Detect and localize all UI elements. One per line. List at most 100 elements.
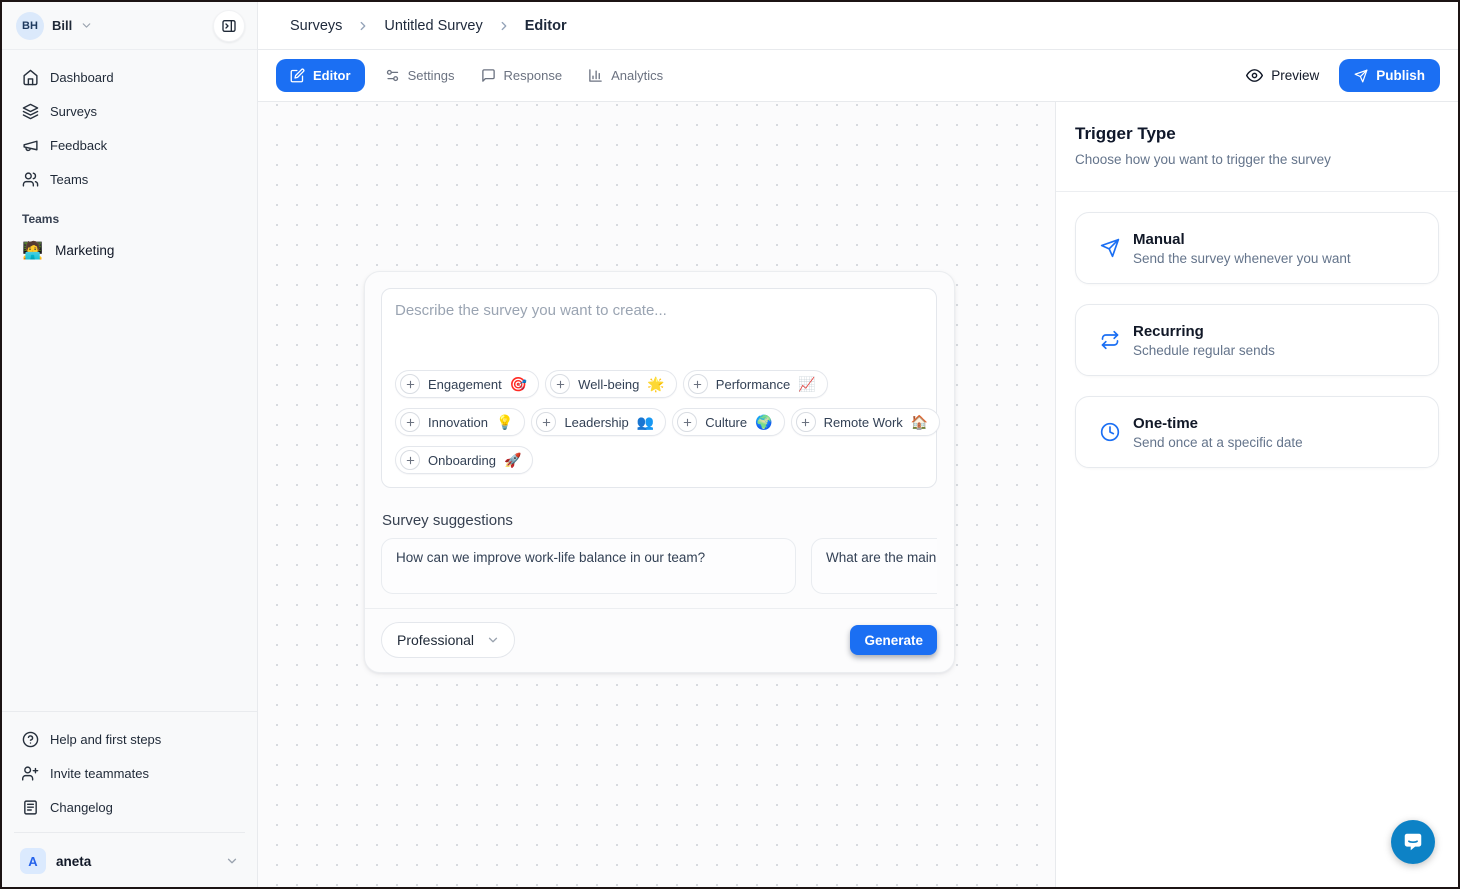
sidebar-item-team-marketing[interactable]: 🧑‍💻 Marketing xyxy=(14,232,245,268)
teams-section-label: Teams xyxy=(22,212,60,226)
account-menu[interactable]: A aneta xyxy=(14,841,245,881)
user-plus-icon xyxy=(22,765,39,782)
plus-icon xyxy=(400,412,420,432)
suggestion-card[interactable]: How can we improve work-life balance in … xyxy=(381,538,796,594)
suggestion-card[interactable]: What are the main ob xyxy=(811,538,937,594)
topic-chip-culture[interactable]: Culture 🌍 xyxy=(672,408,785,436)
edit-icon xyxy=(290,68,305,83)
composer-footer: Professional Generate xyxy=(365,608,954,672)
sidebar-header: BH Bill xyxy=(2,2,257,50)
suggestions-row: How can we improve work-life balance in … xyxy=(381,538,937,594)
users-icon xyxy=(22,171,39,188)
topic-chip-leadership[interactable]: Leadership 👥 xyxy=(531,408,667,436)
plus-icon xyxy=(400,374,420,394)
chevron-right-icon xyxy=(497,19,511,33)
home-icon xyxy=(22,69,39,86)
tab-label: Settings xyxy=(407,68,455,83)
topic-chip-performance[interactable]: Performance 📈 xyxy=(682,370,828,398)
topic-emoji: 🌟 xyxy=(647,376,665,392)
content-row: Describe the survey you want to create..… xyxy=(258,102,1458,887)
tab-settings[interactable]: Settings xyxy=(385,68,455,83)
chat-bubble-icon xyxy=(1402,831,1424,853)
tab-analytics[interactable]: Analytics xyxy=(588,68,663,83)
chevron-down-icon xyxy=(80,19,93,32)
trigger-option-one-time[interactable]: One-time Send once at a specific date xyxy=(1075,396,1439,468)
trigger-option-text: Recurring Schedule regular sends xyxy=(1133,322,1275,358)
chat-launcher-button[interactable] xyxy=(1391,820,1435,864)
preview-button[interactable]: Preview xyxy=(1246,67,1319,84)
topic-chip-engagement[interactable]: Engagement 🎯 xyxy=(395,370,540,398)
sidebar-item-label: Changelog xyxy=(50,799,113,815)
sidebar: BH Bill Dashboard xyxy=(2,2,258,887)
topic-chip-onboarding[interactable]: Onboarding 🚀 xyxy=(395,446,534,474)
changelog-icon xyxy=(22,799,39,816)
layers-icon xyxy=(22,103,39,120)
chevron-down-icon xyxy=(486,633,500,647)
breadcrumb-surveys[interactable]: Surveys xyxy=(290,17,343,34)
survey-prompt-input[interactable]: Describe the survey you want to create..… xyxy=(381,288,941,488)
sliders-icon xyxy=(385,68,400,83)
composer-top: Describe the survey you want to create..… xyxy=(365,272,954,594)
chevron-down-icon xyxy=(225,854,239,868)
survey-composer-panel: Describe the survey you want to create..… xyxy=(364,271,955,673)
sidebar-item-label: Teams xyxy=(50,171,89,187)
send-icon xyxy=(1354,69,1368,83)
tabbar-actions: Preview Publish xyxy=(1246,59,1440,92)
sidebar-item-invite[interactable]: Invite teammates xyxy=(14,756,245,790)
preview-label: Preview xyxy=(1271,68,1320,83)
trigger-type-panel: Trigger Type Choose how you want to trig… xyxy=(1055,102,1458,887)
sidebar-item-dashboard[interactable]: Dashboard xyxy=(14,60,245,94)
repeat-icon xyxy=(1100,330,1120,350)
trigger-option-text: One-time Send once at a specific date xyxy=(1133,414,1303,450)
breadcrumb: Surveys Untitled Survey Editor xyxy=(258,2,1458,50)
topic-chip-innovation[interactable]: Innovation 💡 xyxy=(395,408,526,436)
tab-editor[interactable]: Editor xyxy=(276,59,365,92)
topic-emoji: 🏠 xyxy=(910,414,929,430)
generate-button[interactable]: Generate xyxy=(850,625,937,655)
sidebar-spacer xyxy=(2,268,257,711)
topic-chips: Engagement 🎯 Well-being 🌟 xyxy=(395,370,941,474)
sidebar-item-changelog[interactable]: Changelog xyxy=(14,790,245,824)
chip-row: Engagement 🎯 Well-being 🌟 xyxy=(395,370,923,398)
tone-select[interactable]: Professional xyxy=(381,622,516,658)
workspace-name: Bill xyxy=(52,18,73,33)
sidebar-footer: Help and first steps Invite teammates Ch… xyxy=(2,711,257,824)
plus-icon xyxy=(400,450,420,470)
trigger-option-manual[interactable]: Manual Send the survey whenever you want xyxy=(1075,212,1439,284)
eye-icon xyxy=(1246,67,1264,84)
workspace-switcher[interactable]: BH Bill xyxy=(16,11,93,40)
team-label: Marketing xyxy=(55,242,115,258)
topic-chip-remote-work[interactable]: Remote Work 🏠 xyxy=(790,408,941,436)
sidebar-collapse-button[interactable] xyxy=(213,9,245,42)
chip-row: Innovation 💡 Leadership 👥 xyxy=(395,408,941,436)
tab-response[interactable]: Response xyxy=(481,68,562,83)
sidebar-item-label: Feedback xyxy=(50,137,108,153)
sidebar-item-label: Dashboard xyxy=(50,69,114,85)
breadcrumb-survey-name[interactable]: Untitled Survey xyxy=(384,17,483,34)
megaphone-icon xyxy=(22,137,39,154)
message-square-icon xyxy=(481,68,496,83)
publish-button[interactable]: Publish xyxy=(1339,59,1440,92)
sidebar-item-feedback[interactable]: Feedback xyxy=(14,128,245,162)
sidebar-item-help[interactable]: Help and first steps xyxy=(14,722,245,756)
topic-chip-wellbeing[interactable]: Well-being 🌟 xyxy=(545,370,677,398)
sidebar-item-label: Invite teammates xyxy=(50,765,149,781)
tone-selected-value: Professional xyxy=(397,632,475,648)
plus-icon xyxy=(795,412,816,432)
account-avatar: A xyxy=(20,848,46,874)
sidebar-item-label: Surveys xyxy=(50,103,97,119)
editor-canvas[interactable]: Describe the survey you want to create..… xyxy=(258,102,1055,887)
trigger-option-text: Manual Send the survey whenever you want xyxy=(1133,230,1351,266)
plus-icon xyxy=(536,412,557,432)
topic-emoji: 🌍 xyxy=(755,414,773,430)
main-area: Surveys Untitled Survey Editor Editor xyxy=(258,2,1458,887)
trigger-option-recurring[interactable]: Recurring Schedule regular sends xyxy=(1075,304,1439,376)
bar-chart-icon xyxy=(588,68,603,83)
publish-label: Publish xyxy=(1376,68,1425,83)
sidebar-item-teams[interactable]: Teams xyxy=(14,162,245,196)
panel-subtitle: Choose how you want to trigger the surve… xyxy=(1075,152,1331,167)
prompt-placeholder: Describe the survey you want to create..… xyxy=(395,302,667,319)
topic-emoji: 👥 xyxy=(636,414,655,430)
sidebar-item-surveys[interactable]: Surveys xyxy=(14,94,245,128)
